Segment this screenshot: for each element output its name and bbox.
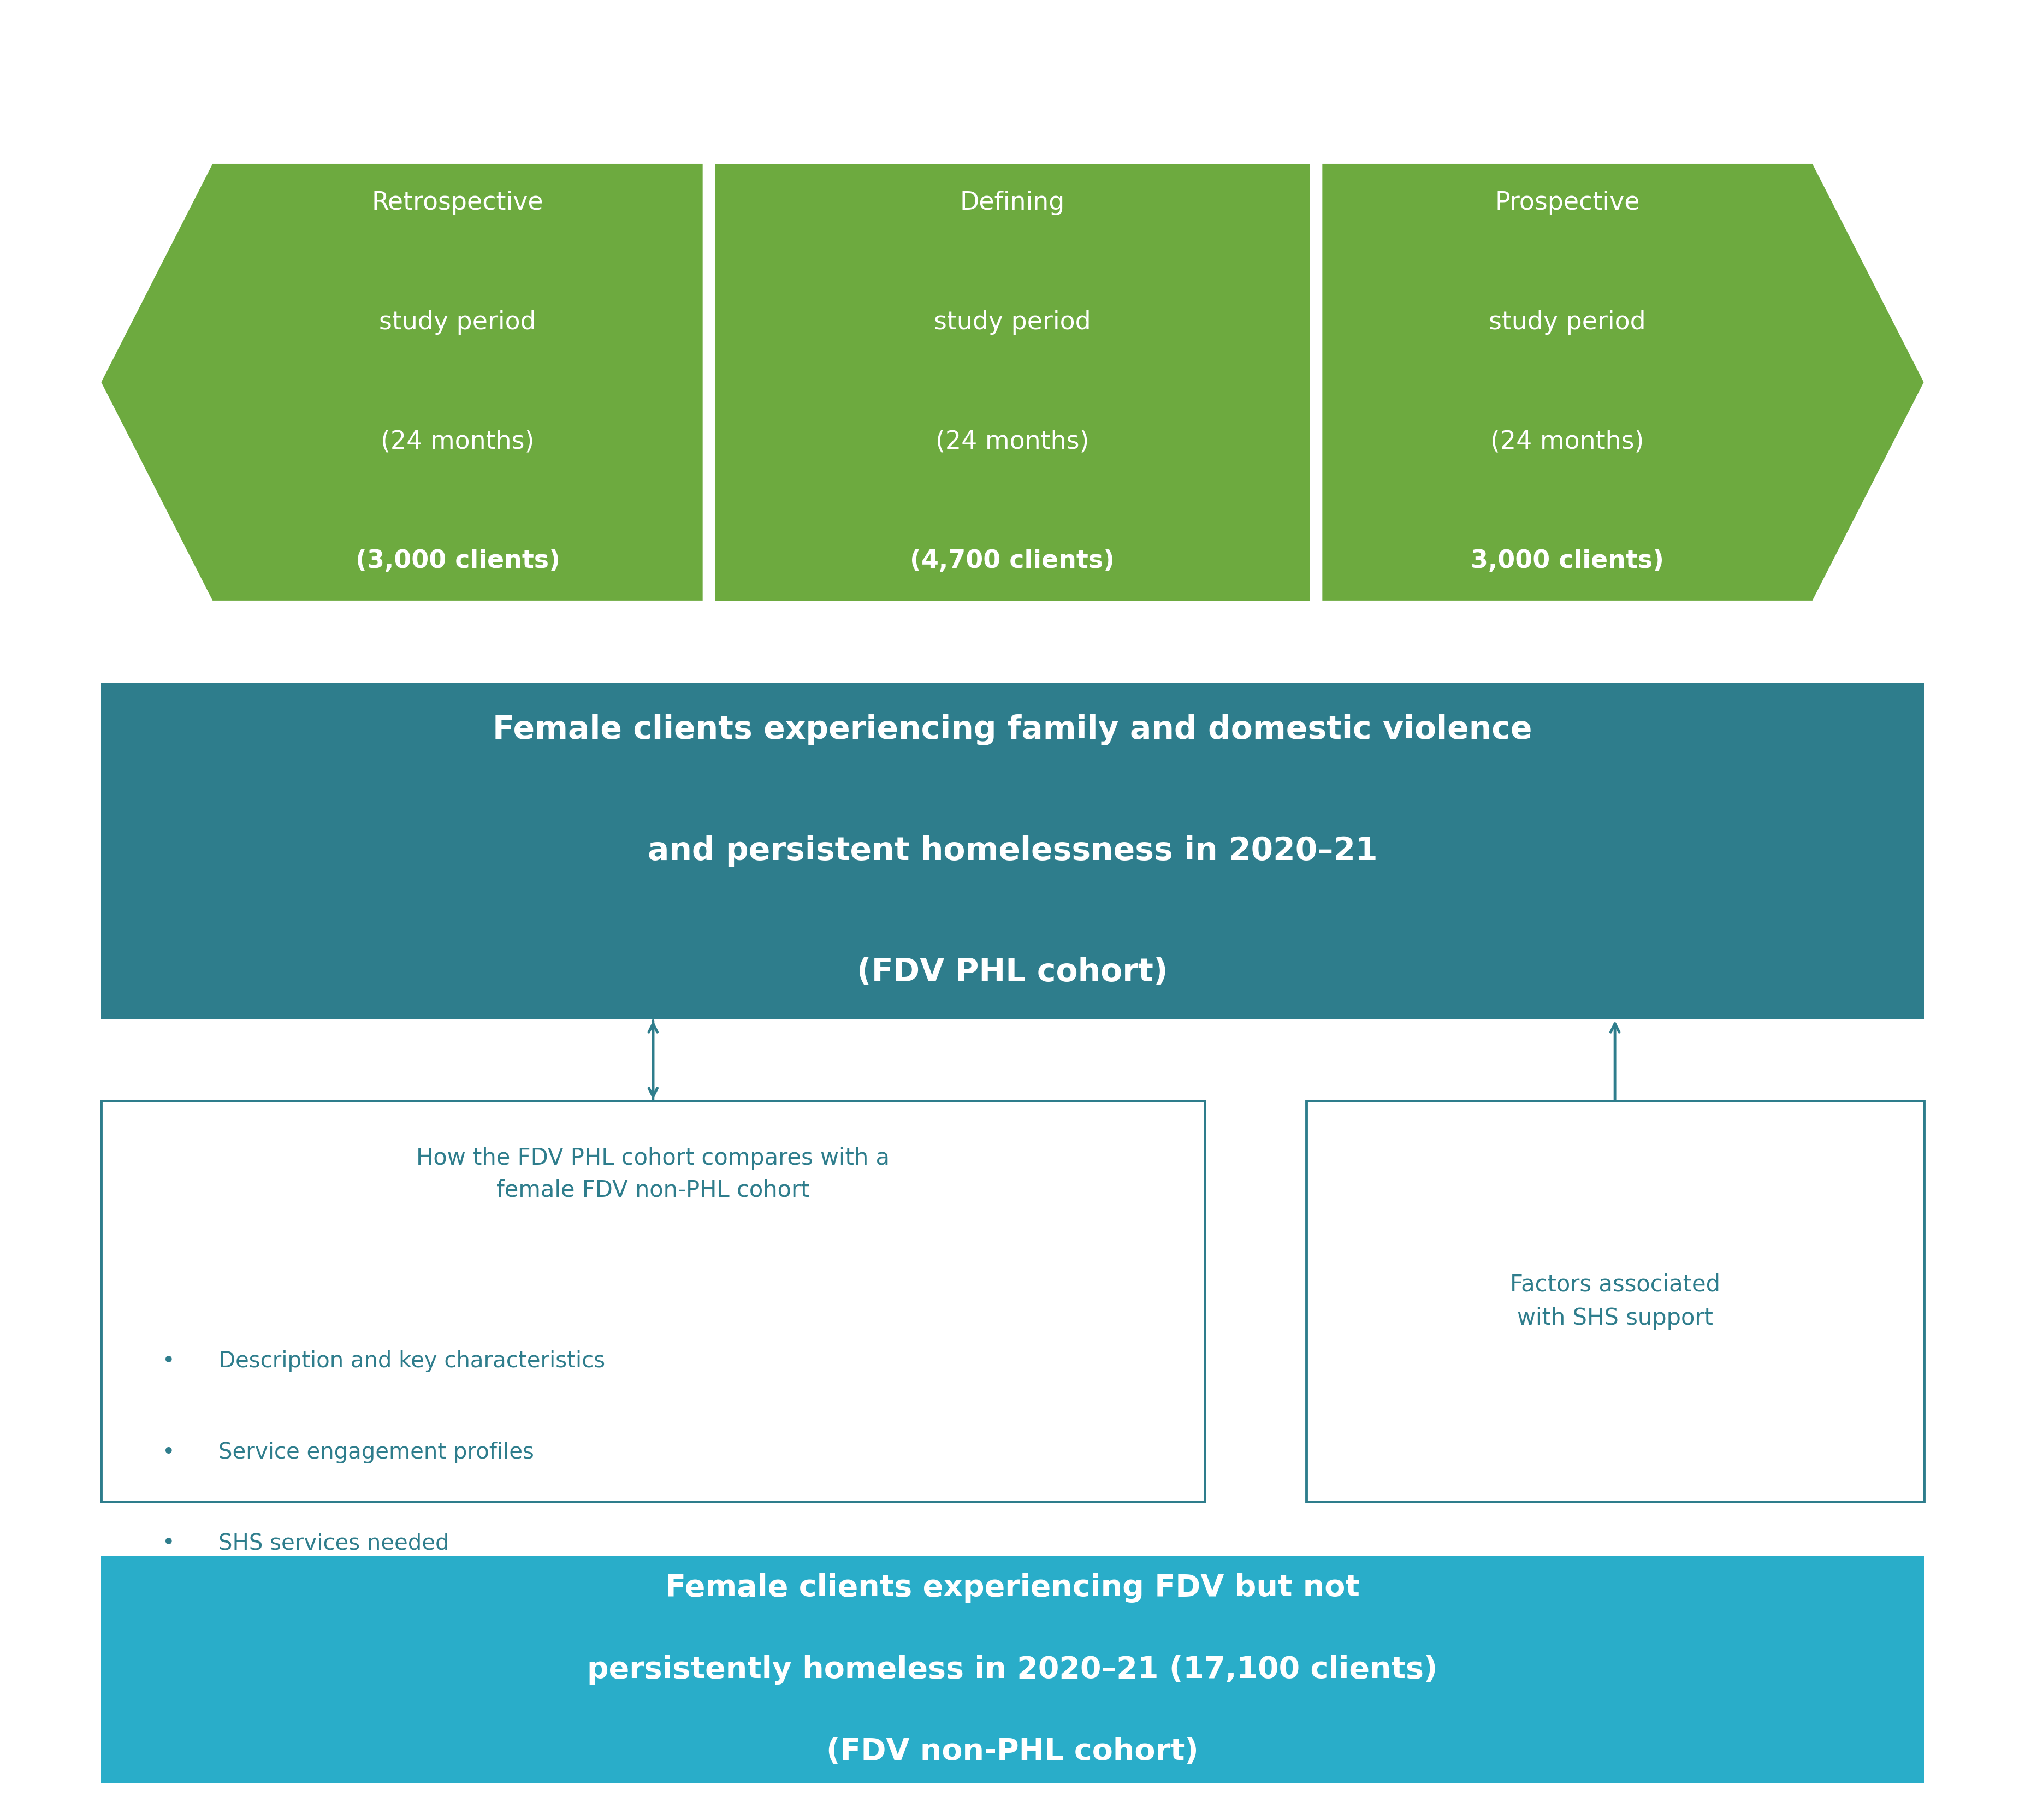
Polygon shape xyxy=(715,164,1310,601)
Text: persistently homeless in 2020–21 (17,100 clients): persistently homeless in 2020–21 (17,100… xyxy=(587,1654,1438,1685)
Polygon shape xyxy=(1322,164,1924,601)
Polygon shape xyxy=(101,164,703,601)
Bar xyxy=(101,682,1924,1019)
Text: (24 months): (24 months) xyxy=(936,430,1089,455)
Text: Description and key characteristics: Description and key characteristics xyxy=(219,1350,605,1372)
Text: Service engagement profiles: Service engagement profiles xyxy=(219,1441,535,1463)
Text: Prospective: Prospective xyxy=(1494,191,1640,215)
Text: (FDV PHL cohort): (FDV PHL cohort) xyxy=(857,957,1168,988)
Text: Retrospective: Retrospective xyxy=(373,191,543,215)
Text: 3,000 clients): 3,000 clients) xyxy=(1470,550,1665,573)
Text: and persistent homelessness in 2020–21: and persistent homelessness in 2020–21 xyxy=(648,835,1377,866)
Text: Defining: Defining xyxy=(960,191,1065,215)
Bar xyxy=(101,1101,1205,1502)
Text: (24 months): (24 months) xyxy=(1490,430,1644,455)
Text: study period: study period xyxy=(379,309,537,335)
Text: •: • xyxy=(162,1441,174,1463)
Bar xyxy=(1306,1101,1924,1502)
Text: (24 months): (24 months) xyxy=(381,430,535,455)
Text: •: • xyxy=(162,1532,174,1554)
Text: Factors associated
with SHS support: Factors associated with SHS support xyxy=(1511,1272,1719,1330)
Text: SHS services needed: SHS services needed xyxy=(219,1532,450,1554)
Text: How the FDV PHL cohort compares with a
female FDV non-PHL cohort: How the FDV PHL cohort compares with a f… xyxy=(417,1147,889,1201)
Text: Female clients experiencing FDV but not: Female clients experiencing FDV but not xyxy=(664,1572,1361,1603)
Text: study period: study period xyxy=(1488,309,1646,335)
Text: (3,000 clients): (3,000 clients) xyxy=(354,550,561,573)
Text: Female clients experiencing family and domestic violence: Female clients experiencing family and d… xyxy=(492,713,1533,744)
Bar xyxy=(101,1556,1924,1784)
Text: (FDV non-PHL cohort): (FDV non-PHL cohort) xyxy=(826,1736,1199,1767)
Text: •: • xyxy=(162,1350,174,1372)
Text: (4,700 clients): (4,700 clients) xyxy=(909,550,1116,573)
Text: study period: study period xyxy=(934,309,1091,335)
